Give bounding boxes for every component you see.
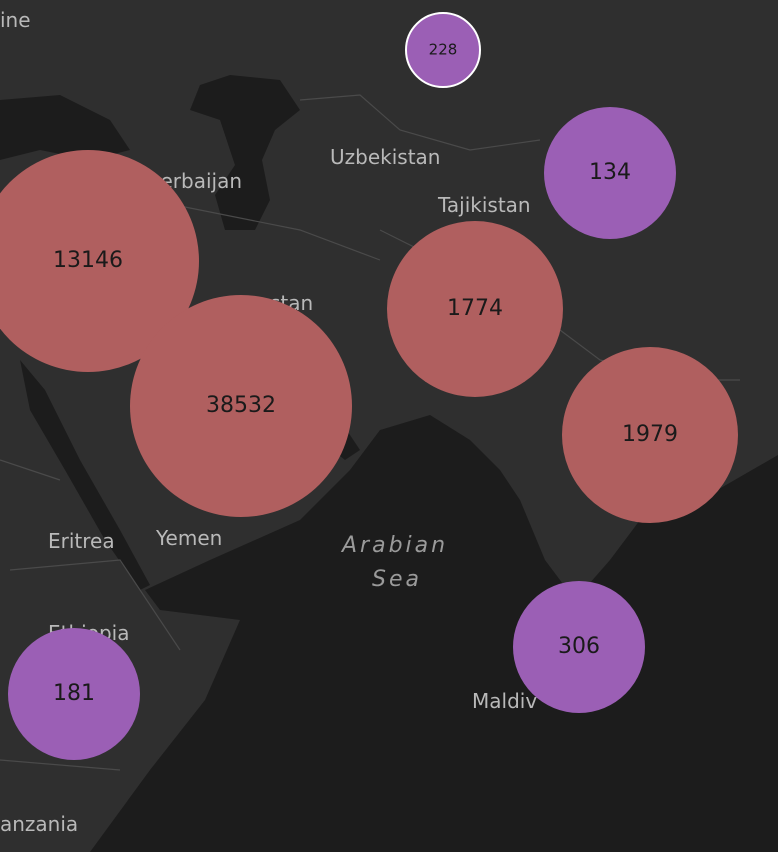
place-label: Maldiv <box>472 689 537 713</box>
place-label: ine <box>0 8 31 32</box>
labels: ineUzbekistanzerbaijanTajikistanstanErit… <box>0 8 537 836</box>
cluster-circle[interactable] <box>544 107 676 239</box>
place-label: Uzbekistan <box>330 145 440 169</box>
cluster-count: 38532 <box>206 393 276 418</box>
sea-label: Arabian <box>340 533 448 558</box>
cluster-count: 1979 <box>622 422 678 447</box>
cluster-count: 228 <box>429 41 458 59</box>
cluster-circle[interactable] <box>8 628 140 760</box>
cluster-circle[interactable] <box>387 221 563 397</box>
clusters: 228 134 13146 38532 1774 1979 306 181 <box>0 12 738 760</box>
place-label: Eritrea <box>48 529 115 553</box>
place-label: anzania <box>0 812 78 836</box>
sea-label: Sea <box>372 567 422 592</box>
caspian-sea <box>190 75 300 230</box>
cluster-count: 1774 <box>447 296 503 321</box>
place-label: Tajikistan <box>437 193 531 217</box>
cluster-circle[interactable] <box>513 581 645 713</box>
cluster-count: 13146 <box>53 248 123 273</box>
black-sea <box>0 95 130 160</box>
red-sea <box>20 360 150 590</box>
place-label: Yemen <box>155 526 222 550</box>
cluster-count: 181 <box>53 681 95 706</box>
cluster-circle[interactable] <box>0 150 199 372</box>
cluster-count: 306 <box>558 634 600 659</box>
cluster-circle[interactable] <box>562 347 738 523</box>
cluster-circle[interactable] <box>130 295 352 517</box>
cluster-circle[interactable] <box>405 12 481 88</box>
ocean <box>90 415 778 852</box>
cluster-count: 134 <box>589 160 631 185</box>
